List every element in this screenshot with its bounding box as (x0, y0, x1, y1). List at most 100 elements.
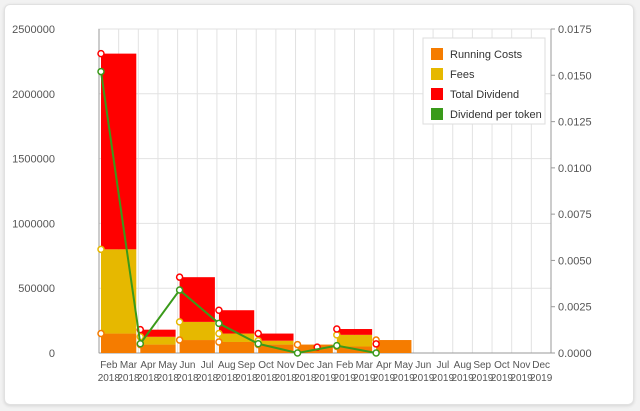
segment-marker (175, 336, 184, 344)
x-tick-month: Mar (356, 360, 374, 371)
x-tick-year: 2019 (491, 373, 514, 384)
x-tick-year: 2019 (334, 373, 357, 384)
chart-panel: 0 500000 1000000 1500000 2000000 2500000 0.000… (4, 4, 634, 405)
x-tick-month: May (158, 360, 177, 371)
y-right-tick-label: 0.0000 (558, 348, 592, 360)
bar-fees (218, 333, 255, 342)
y-left-tick-label: 2500000 (12, 24, 55, 36)
dividend-per-token-point (175, 286, 184, 294)
segment-marker (215, 329, 223, 338)
x-tick-month: Feb (100, 360, 118, 371)
x-tick-month: Apr (140, 360, 156, 371)
y-right-tick-label: 0.0100 (558, 163, 592, 175)
x-tick-year: 2019 (432, 373, 455, 384)
x-tick-year: 2019 (373, 373, 396, 384)
dividend-per-token-point (333, 341, 341, 350)
x-tick-year: 2019 (471, 373, 494, 384)
y-left-tick-label: 1500000 (12, 154, 55, 166)
x-tick-year: 2018 (294, 373, 317, 384)
x-tick-month: Oct (494, 360, 510, 371)
legend-label: Total Dividend (450, 89, 519, 101)
y-right-tick-label: 0.0175 (558, 24, 592, 36)
x-tick-year: 2019 (530, 373, 553, 384)
legend-label: Running Costs (450, 49, 523, 61)
y-right-tick-label: 0.0075 (558, 209, 592, 221)
segment-marker (293, 340, 302, 349)
bar-fees (179, 321, 215, 341)
x-tick-year: 2018 (176, 373, 199, 384)
x-tick-year: 2019 (314, 373, 337, 384)
legend-swatch (431, 68, 443, 80)
bar-total-dividend (140, 329, 176, 337)
dividend-per-token-point (254, 339, 262, 348)
dividend-per-token-point (372, 349, 380, 357)
y-left-tick-label: 1000000 (12, 218, 55, 230)
x-tick-year: 2018 (137, 373, 160, 384)
bar-total-dividend (336, 329, 373, 335)
y-left-tick-label: 2000000 (12, 89, 55, 101)
x-tick-month: Dec (296, 360, 314, 371)
segment-marker (175, 273, 184, 281)
bar-fees (101, 249, 137, 334)
x-tick-month: Nov (513, 360, 531, 371)
x-tick-year: 2018 (216, 373, 239, 384)
x-tick-month: Oct (258, 360, 274, 371)
x-tick-month: Sep (237, 360, 255, 371)
x-tick-month: Jun (415, 360, 431, 371)
legend-swatch (431, 48, 443, 60)
bar-running-costs (179, 340, 215, 353)
x-tick-month: Jul (201, 360, 214, 371)
x-tick-month: Apr (376, 360, 392, 371)
y-right-tick-label: 0.0050 (558, 255, 592, 267)
bar-total-dividend (258, 333, 294, 341)
x-tick-month: Nov (277, 360, 295, 371)
x-tick-month: Feb (336, 360, 354, 371)
x-tick-month: Dec (532, 360, 550, 371)
x-tick-month: Aug (218, 360, 236, 371)
x-tick-month: Jun (179, 360, 195, 371)
legend-swatch (431, 88, 443, 100)
y-right-tick-label: 0.0125 (558, 117, 592, 129)
y-left-tick-label: 500000 (18, 283, 55, 295)
x-tick-year: 2019 (353, 373, 376, 384)
bar-running-costs (101, 333, 137, 353)
x-tick-year: 2019 (451, 373, 474, 384)
bar-running-costs (376, 340, 412, 353)
bar-total-dividend (218, 310, 255, 334)
x-tick-year: 2019 (392, 373, 415, 384)
y-left-tick-label: 0 (49, 348, 55, 360)
bar-running-costs (218, 341, 255, 353)
y-right-tick-label: 0.0150 (558, 70, 592, 82)
dividend-per-token-point (136, 339, 145, 348)
dividend-per-token-point (215, 319, 223, 328)
segment-marker (215, 306, 223, 314)
x-tick-year: 2018 (235, 373, 258, 384)
dividend-per-token-point (97, 67, 105, 76)
bar-fees (336, 334, 373, 347)
x-tick-year: 2019 (510, 373, 533, 384)
x-tick-year: 2019 (412, 373, 435, 384)
x-tick-year: 2018 (157, 373, 180, 384)
bar-running-costs (140, 344, 176, 353)
segment-marker (97, 49, 105, 58)
dividend-chart: 0 500000 1000000 1500000 2000000 2500000 0.000… (12, 24, 592, 384)
bar-fees (140, 336, 176, 345)
x-tick-month: Jan (317, 360, 333, 371)
segment-marker (97, 245, 105, 254)
x-tick-year: 2018 (98, 373, 121, 384)
legend-label: Fees (450, 69, 475, 81)
segment-marker (254, 329, 262, 338)
x-tick-month: Mar (120, 360, 138, 371)
legend-label: Dividend per token (450, 109, 542, 121)
legend-swatch (431, 108, 443, 120)
segment-marker (333, 325, 341, 333)
x-tick-year: 2018 (255, 373, 278, 384)
legend-box (422, 37, 546, 125)
x-tick-month: May (394, 360, 413, 371)
segment-marker (175, 318, 184, 326)
segment-marker (215, 338, 223, 346)
x-tick-month: Jul (437, 360, 450, 371)
y-right-tick-label: 0.0025 (558, 302, 592, 314)
x-tick-year: 2018 (117, 373, 140, 384)
x-tick-month: Sep (473, 360, 491, 371)
